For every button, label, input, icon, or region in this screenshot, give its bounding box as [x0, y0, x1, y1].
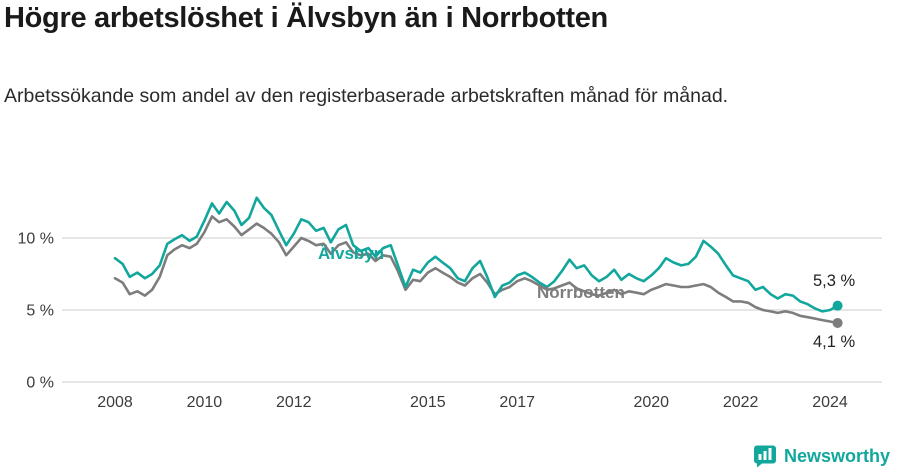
newsworthy-logo-icon — [753, 444, 777, 468]
series-label-norrbotten: Norrbotten — [537, 283, 625, 302]
x-tick-label: 2010 — [187, 394, 223, 411]
x-tick-label: 2015 — [410, 394, 446, 411]
series-label-alvsbyn: Älvsbyn — [318, 244, 385, 263]
end-value-label-alvsbyn: 5,3 % — [813, 272, 856, 290]
y-tick-label: 10 % — [18, 231, 54, 248]
x-tick-label: 2022 — [723, 394, 759, 411]
end-dot-alvsbyn — [832, 300, 843, 311]
end-value-label-norrbotten: 4,1 % — [813, 333, 856, 351]
chart-title: Högre arbetslöshet i Älvsbyn än i Norrbo… — [4, 2, 608, 34]
chart-svg: 0 % 5 % 10 % 2008 2010 2012 2015 2017 2020 2022 20… — [18, 196, 882, 411]
x-tick-label: 2017 — [499, 394, 535, 411]
x-tick-label: 2008 — [97, 394, 133, 411]
series-line-alvsbyn — [113, 196, 839, 313]
x-tick-label: 2012 — [276, 394, 312, 411]
series-line-norrbotten — [113, 215, 839, 325]
x-tick-label: 2020 — [633, 394, 669, 411]
brand-name: Newsworthy — [783, 445, 890, 466]
y-tick-label: 0 % — [26, 375, 54, 392]
chart-subtitle: Arbetssökande som andel av den registerb… — [4, 85, 729, 107]
y-tick-label: 5 % — [26, 303, 54, 320]
end-dot-norrbotten — [832, 317, 843, 328]
footer-attribution: Newsworthy — [753, 444, 890, 468]
x-tick-label: 2024 — [812, 394, 848, 411]
